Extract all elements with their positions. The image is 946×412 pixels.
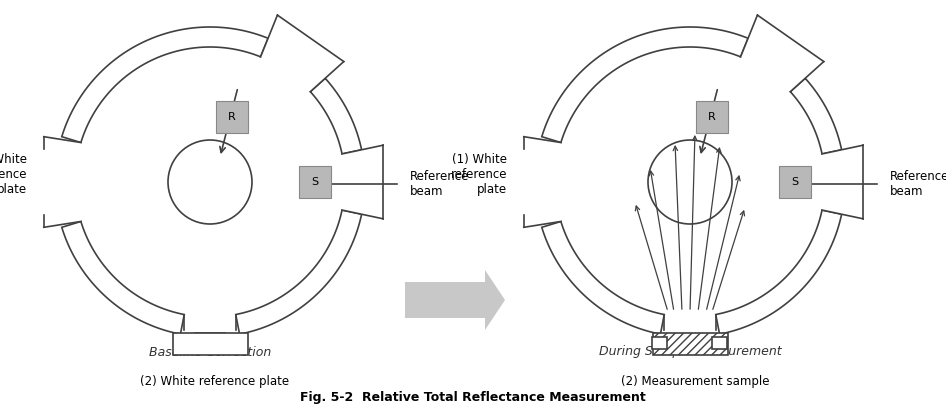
FancyBboxPatch shape xyxy=(216,101,248,133)
Polygon shape xyxy=(61,27,268,143)
Text: R: R xyxy=(228,112,236,122)
Text: (1) White
reference
plate: (1) White reference plate xyxy=(0,152,27,196)
Polygon shape xyxy=(342,145,383,219)
Text: (2) Measurement sample: (2) Measurement sample xyxy=(621,375,769,388)
Polygon shape xyxy=(542,27,748,143)
Text: Baseline Correction: Baseline Correction xyxy=(149,346,272,358)
Polygon shape xyxy=(790,78,842,154)
Polygon shape xyxy=(741,15,824,91)
Bar xyxy=(652,337,667,349)
Text: Reference
beam: Reference beam xyxy=(890,170,946,198)
Bar xyxy=(712,337,727,349)
Text: During Sample Measurement: During Sample Measurement xyxy=(599,346,781,358)
Polygon shape xyxy=(524,137,561,227)
Polygon shape xyxy=(542,222,664,334)
Polygon shape xyxy=(236,210,361,334)
Bar xyxy=(653,333,727,355)
FancyBboxPatch shape xyxy=(299,166,331,198)
Polygon shape xyxy=(310,78,361,154)
Polygon shape xyxy=(822,145,863,219)
Text: Fig. 5-2  Relative Total Reflectance Measurement: Fig. 5-2 Relative Total Reflectance Meas… xyxy=(300,391,646,405)
Bar xyxy=(172,333,248,355)
Text: R: R xyxy=(709,112,716,122)
FancyBboxPatch shape xyxy=(696,101,728,133)
Polygon shape xyxy=(61,222,184,334)
Text: S: S xyxy=(312,177,319,187)
Polygon shape xyxy=(405,270,505,330)
Text: S: S xyxy=(792,177,798,187)
Text: (1) White
reference
plate: (1) White reference plate xyxy=(450,152,507,196)
Bar xyxy=(195,333,225,335)
Polygon shape xyxy=(44,137,81,227)
Text: (2) White reference plate: (2) White reference plate xyxy=(140,375,289,388)
Polygon shape xyxy=(260,15,343,91)
Polygon shape xyxy=(716,210,842,334)
Text: Reference
beam: Reference beam xyxy=(410,170,469,198)
FancyBboxPatch shape xyxy=(780,166,812,198)
